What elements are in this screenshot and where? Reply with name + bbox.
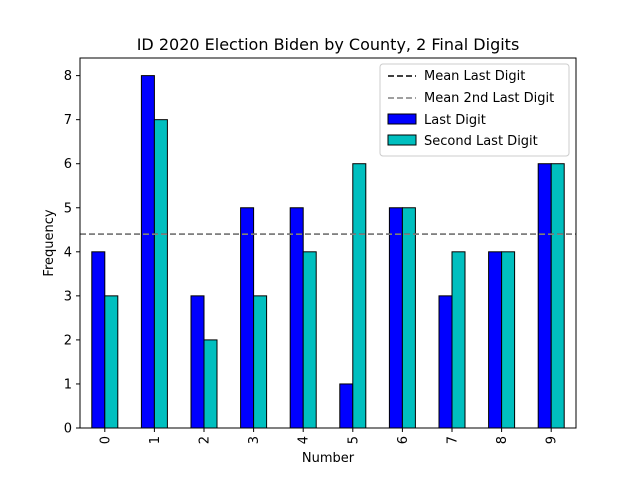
- legend-label-mean-2nd-last-digit: Mean 2nd Last Digit: [424, 91, 554, 106]
- bar-second-last-digit-0: [104, 295, 119, 429]
- x-tick-label-5: 5: [346, 436, 361, 444]
- bar-second-last-digit-9: [550, 163, 565, 429]
- x-axis-label: Number: [302, 451, 355, 466]
- bar-last-digit-2: [190, 295, 205, 429]
- y-tick-label-0: 0: [64, 422, 72, 437]
- legend-label-mean-last-digit: Mean Last Digit: [424, 69, 525, 84]
- legend-swatch-second-last-digit: [387, 134, 417, 146]
- bar-second-last-digit-3: [253, 295, 268, 429]
- x-tick-label-8: 8: [495, 436, 510, 444]
- x-tick-label-3: 3: [247, 436, 262, 444]
- legend: Mean Last Digit Mean 2nd Last Digit Last…: [379, 63, 570, 157]
- y-tick-label-7: 7: [64, 113, 72, 128]
- x-tick-label-4: 4: [297, 436, 312, 444]
- bar-last-digit-7: [438, 295, 453, 429]
- y-axis: 0 1 2 3 4 5 6 7 8: [64, 69, 80, 437]
- bar-second-last-digit-1: [153, 119, 168, 429]
- y-axis-label: Frequency: [42, 209, 57, 276]
- bar-last-digit-9: [537, 163, 552, 429]
- y-tick-label-1: 1: [64, 377, 72, 392]
- x-axis: 0 1 2 3 4 5 6 7 8 9: [98, 428, 560, 444]
- legend-label-second-last-digit: Second Last Digit: [424, 134, 538, 149]
- bar-last-digit-5: [339, 383, 354, 429]
- y-tick-label-5: 5: [64, 201, 72, 216]
- x-tick-label-9: 9: [545, 436, 560, 444]
- bar-second-last-digit-8: [501, 251, 516, 429]
- bar-second-last-digit-7: [451, 251, 466, 429]
- bar-second-last-digit-2: [203, 339, 218, 429]
- legend-box: [379, 63, 570, 157]
- plot-area-frame: [79, 57, 577, 429]
- x-tick-label-6: 6: [396, 436, 411, 444]
- x-tick-label-1: 1: [148, 436, 163, 444]
- x-tick-label-0: 0: [98, 436, 113, 444]
- y-tick-label-2: 2: [64, 333, 72, 348]
- bar-last-digit-3: [240, 207, 255, 429]
- bar-second-last-digit-4: [302, 251, 317, 429]
- bar-last-digit-0: [91, 251, 106, 429]
- bar-last-digit-8: [488, 251, 503, 429]
- y-tick-label-3: 3: [64, 289, 72, 304]
- bar-last-digit-4: [289, 207, 304, 429]
- chart-title: ID 2020 Election Biden by County, 2 Fina…: [137, 35, 520, 54]
- y-tick-label-6: 6: [64, 157, 72, 172]
- bar-second-last-digit-5: [352, 163, 367, 429]
- bar-last-digit-6: [388, 207, 403, 429]
- legend-swatch-last-digit: [387, 113, 417, 125]
- bar-last-digit-1: [140, 75, 155, 429]
- x-tick-label-2: 2: [198, 436, 213, 444]
- bar-second-last-digit-6: [401, 207, 416, 429]
- y-tick-label-4: 4: [64, 245, 72, 260]
- x-tick-label-7: 7: [446, 436, 461, 444]
- legend-label-last-digit: Last Digit: [424, 113, 486, 128]
- y-tick-label-8: 8: [64, 69, 72, 84]
